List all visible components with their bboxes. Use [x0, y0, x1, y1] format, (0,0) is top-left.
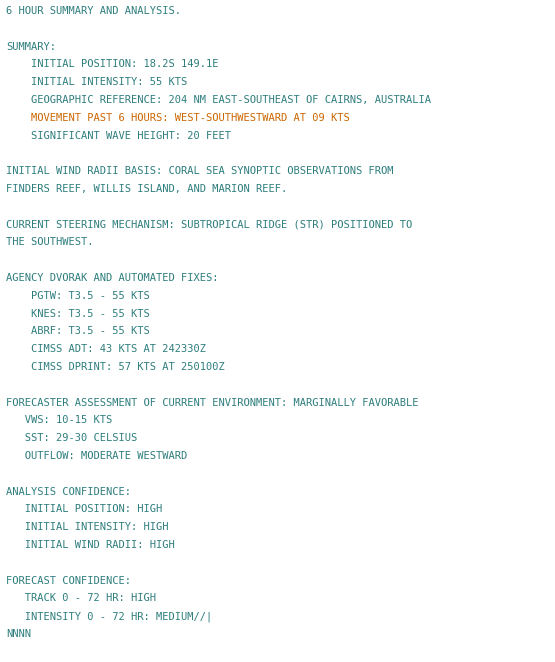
- Text: MOVEMENT PAST 6 HOURS: WEST-SOUTHWESTWARD AT 09 KTS: MOVEMENT PAST 6 HOURS: WEST-SOUTHWESTWAR…: [6, 113, 350, 122]
- Text: CIMSS ADT: 43 KTS AT 242330Z: CIMSS ADT: 43 KTS AT 242330Z: [6, 344, 206, 354]
- Text: INITIAL POSITION: HIGH: INITIAL POSITION: HIGH: [6, 504, 162, 514]
- Text: FINDERS REEF, WILLIS ISLAND, AND MARION REEF.: FINDERS REEF, WILLIS ISLAND, AND MARION …: [6, 184, 287, 194]
- Text: INTENSITY 0 - 72 HR: MEDIUM//|: INTENSITY 0 - 72 HR: MEDIUM//|: [6, 611, 212, 622]
- Text: INITIAL POSITION: 18.2S 149.1E: INITIAL POSITION: 18.2S 149.1E: [6, 60, 219, 70]
- Text: PGTW: T3.5 - 55 KTS: PGTW: T3.5 - 55 KTS: [6, 291, 150, 301]
- Text: CURRENT STEERING MECHANISM: SUBTROPICAL RIDGE (STR) POSITIONED TO: CURRENT STEERING MECHANISM: SUBTROPICAL …: [6, 220, 412, 230]
- Text: KNES: T3.5 - 55 KTS: KNES: T3.5 - 55 KTS: [6, 308, 150, 318]
- Text: GEOGRAPHIC REFERENCE: 204 NM EAST-SOUTHEAST OF CAIRNS, AUSTRALIA: GEOGRAPHIC REFERENCE: 204 NM EAST-SOUTHE…: [6, 95, 431, 105]
- Text: INITIAL WIND RADII BASIS: CORAL SEA SYNOPTIC OBSERVATIONS FROM: INITIAL WIND RADII BASIS: CORAL SEA SYNO…: [6, 166, 393, 176]
- Text: ANALYSIS CONFIDENCE:: ANALYSIS CONFIDENCE:: [6, 487, 131, 496]
- Text: OUTFLOW: MODERATE WESTWARD: OUTFLOW: MODERATE WESTWARD: [6, 451, 187, 461]
- Text: THE SOUTHWEST.: THE SOUTHWEST.: [6, 238, 93, 248]
- Text: 6 HOUR SUMMARY AND ANALYSIS.: 6 HOUR SUMMARY AND ANALYSIS.: [6, 6, 181, 16]
- Text: SST: 29-30 CELSIUS: SST: 29-30 CELSIUS: [6, 433, 137, 443]
- Text: CIMSS DPRINT: 57 KTS AT 250100Z: CIMSS DPRINT: 57 KTS AT 250100Z: [6, 362, 225, 372]
- Text: INITIAL INTENSITY: HIGH: INITIAL INTENSITY: HIGH: [6, 522, 169, 532]
- Text: TRACK 0 - 72 HR: HIGH: TRACK 0 - 72 HR: HIGH: [6, 593, 156, 603]
- Text: NNNN: NNNN: [6, 629, 31, 639]
- Text: FORECAST CONFIDENCE:: FORECAST CONFIDENCE:: [6, 575, 131, 586]
- Text: INITIAL WIND RADII: HIGH: INITIAL WIND RADII: HIGH: [6, 540, 175, 550]
- Text: ABRF: T3.5 - 55 KTS: ABRF: T3.5 - 55 KTS: [6, 326, 150, 336]
- Text: SIGNIFICANT WAVE HEIGHT: 20 FEET: SIGNIFICANT WAVE HEIGHT: 20 FEET: [6, 130, 231, 140]
- Text: FORECASTER ASSESSMENT OF CURRENT ENVIRONMENT: MARGINALLY FAVORABLE: FORECASTER ASSESSMENT OF CURRENT ENVIRON…: [6, 398, 418, 408]
- Text: VWS: 10-15 KTS: VWS: 10-15 KTS: [6, 415, 112, 426]
- Text: AGENCY DVORAK AND AUTOMATED FIXES:: AGENCY DVORAK AND AUTOMATED FIXES:: [6, 273, 219, 283]
- Text: INITIAL INTENSITY: 55 KTS: INITIAL INTENSITY: 55 KTS: [6, 77, 187, 87]
- Text: SUMMARY:: SUMMARY:: [6, 42, 56, 52]
